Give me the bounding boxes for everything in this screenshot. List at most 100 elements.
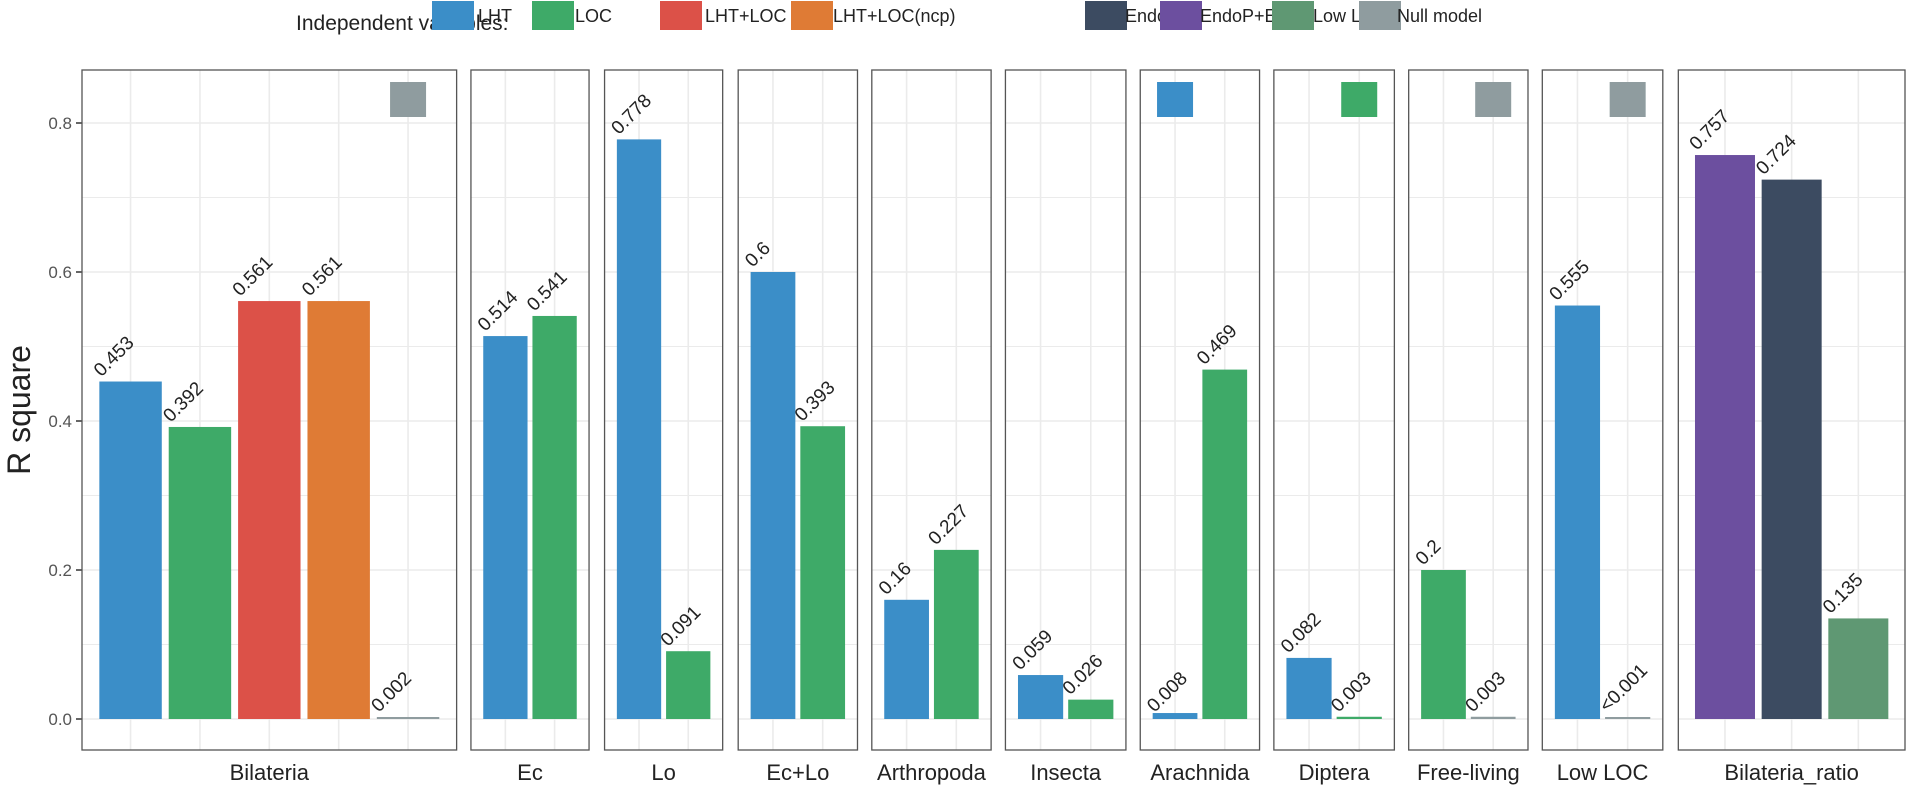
bar <box>750 272 796 719</box>
legend-swatch-null-model <box>1359 1 1401 30</box>
bar <box>1286 657 1332 719</box>
bar-value-label: 0.2 <box>1412 536 1446 570</box>
y-tick-label: 0.4 <box>48 412 72 431</box>
x-category-label: Diptera <box>1299 760 1371 785</box>
model-marker <box>1157 82 1194 117</box>
bar <box>1152 713 1198 719</box>
panel-border <box>737 69 859 751</box>
y-tick-label: 0.8 <box>48 114 72 133</box>
model-marker <box>1341 82 1378 117</box>
bar <box>483 336 528 719</box>
bar-value-label: 0.393 <box>791 377 839 425</box>
panel-ec: 0.514 0.541 Ec <box>470 69 590 785</box>
panel-border <box>603 69 724 751</box>
panel-lo: 0.778 0.091 Lo <box>603 69 724 785</box>
panel-border <box>1004 69 1127 751</box>
legend-label: LOC <box>575 6 613 26</box>
bar-value-label: 0.003 <box>1327 668 1375 716</box>
bar <box>376 717 440 719</box>
bar <box>1336 716 1382 719</box>
x-category-label: Ec <box>517 760 543 785</box>
bar <box>1017 675 1064 719</box>
panel-arthropoda: 0.160.227 Arthropoda <box>871 69 992 785</box>
bar-value-label: 0.541 <box>523 267 571 315</box>
bar <box>1828 618 1889 719</box>
bar <box>666 651 711 719</box>
panel-border <box>1408 69 1529 751</box>
bar <box>1202 369 1248 719</box>
x-category-label: Ec+Lo <box>766 760 829 785</box>
panel-arachnida: 0.008 0.469 Arachnida <box>1139 69 1261 785</box>
legend-swatch-lht-loc <box>660 1 702 30</box>
bar <box>99 381 162 719</box>
model-marker <box>1609 82 1646 117</box>
bar <box>1761 179 1822 719</box>
bar-value-label: 0.082 <box>1277 609 1325 657</box>
bar <box>307 301 370 719</box>
y-axis-title: R square <box>1 345 37 475</box>
y-tick-label: 0.2 <box>48 561 72 580</box>
legend-swatch-lht <box>432 1 474 30</box>
x-category-label: Free-living <box>1417 760 1520 785</box>
bar-value-label: 0.026 <box>1059 651 1107 699</box>
bar-value-label: 0.227 <box>925 501 973 549</box>
bar <box>1470 716 1516 719</box>
panel-border <box>470 69 590 751</box>
bar <box>168 426 232 719</box>
bar <box>532 315 577 719</box>
bar <box>616 139 662 719</box>
panel-free-living: 0.2 0.003 Free-living <box>1408 69 1529 785</box>
bar <box>884 599 929 719</box>
bar <box>1694 155 1755 719</box>
legend-swatch-loc <box>532 1 574 30</box>
panel-ec-lo: 0.6 0.393 Ec+Lo <box>737 69 859 785</box>
panel-border <box>1273 69 1396 751</box>
legend-swatch-lht-loc-ncp- <box>791 1 833 30</box>
bar <box>1554 305 1601 719</box>
bar <box>238 301 301 719</box>
bar-value-label: 0.135 <box>1819 569 1867 617</box>
y-tick-label: 0.0 <box>48 710 72 729</box>
legend-label: LHT <box>478 6 513 26</box>
x-category-label: Lo <box>651 760 675 785</box>
bar-value-label: <0.001 <box>1596 660 1652 716</box>
bar <box>933 549 979 719</box>
legend-swatch-low-loc <box>1272 1 1314 30</box>
panel-border <box>1541 69 1664 751</box>
panel-low-loc: 0.555 <0.001 Low LOC <box>1541 69 1664 785</box>
panel-border <box>871 69 992 751</box>
panel-bilateria-ratio: 0.757 0.724 0.135 Bilateria_ratio <box>1677 69 1906 785</box>
panel-border <box>1139 69 1261 751</box>
bar-value-label: 0.091 <box>657 602 705 650</box>
bar-value-label: 0.469 <box>1193 321 1241 369</box>
legend-label: Null model <box>1397 6 1483 26</box>
x-category-label: Arthropoda <box>877 760 987 785</box>
bar-value-label: 0.757 <box>1686 106 1734 154</box>
x-category-label: Bilateria_ratio <box>1724 760 1859 785</box>
bar <box>1068 699 1114 719</box>
model-marker <box>1475 82 1512 117</box>
bar-value-label: 0.003 <box>1462 668 1510 716</box>
x-category-label: Bilateria <box>230 760 310 785</box>
legend-label: LHT+LOC(ncp) <box>833 6 956 26</box>
bar-value-label: 0.059 <box>1009 626 1057 674</box>
legend-swatch-endop <box>1085 1 1127 30</box>
legend: Independent variables: LHT LOC LHT+LOC LHT+… <box>0 0 1920 50</box>
x-category-label: Arachnida <box>1150 760 1250 785</box>
bar-value-label: 0.6 <box>741 238 775 272</box>
model-marker <box>390 82 427 117</box>
x-category-label: Insecta <box>1030 760 1102 785</box>
bar <box>1605 717 1651 719</box>
bar-value-label: 0.514 <box>474 287 523 336</box>
bar <box>800 426 846 719</box>
panel-border <box>1677 69 1906 751</box>
bar <box>1421 570 1466 719</box>
y-tick-label: 0.6 <box>48 263 72 282</box>
bar-value-label: 0.16 <box>875 558 916 599</box>
bar-value-label: 0.724 <box>1752 130 1801 179</box>
legend-swatch-endop-ectop <box>1160 1 1202 30</box>
